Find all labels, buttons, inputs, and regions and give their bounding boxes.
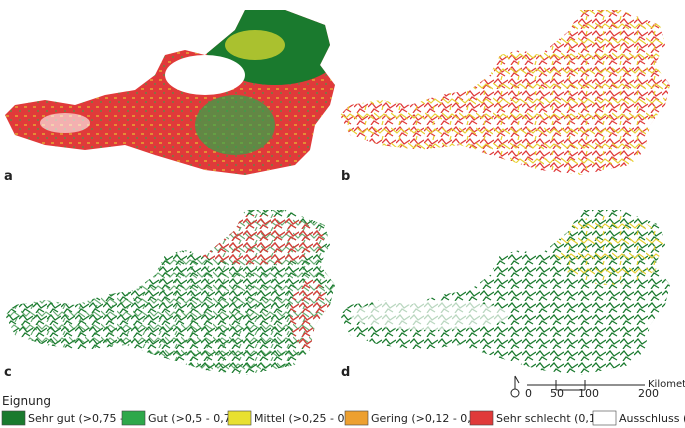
scale-bar (510, 375, 645, 398)
scale-tick: 0 (525, 387, 532, 400)
legend-label: Gering (>0,12 - 0,25) (371, 412, 489, 425)
panel-label: b (341, 169, 350, 184)
legend-swatch (121, 410, 146, 426)
scale-tick: 100 (578, 387, 599, 400)
legend-label: Sehr schlecht (0,12) (496, 412, 607, 425)
legend-swatch (592, 410, 617, 426)
scale-tick: 200 (638, 387, 659, 400)
legend-label: Gut (>0,5 - 0,75) (148, 412, 242, 425)
legend-label: Mittel (>0,25 - 0,5) (254, 412, 359, 425)
scale-tick: 50 (550, 387, 564, 400)
legend-swatch (344, 410, 369, 426)
panel-d-map (340, 210, 670, 375)
legend-swatch (1, 410, 26, 426)
panel-b-map (340, 10, 670, 175)
legend-label: Sehr gut (>0,75 - 1) (28, 412, 139, 425)
scale-unit: Kilometer (648, 379, 685, 390)
legend-swatch (469, 410, 494, 426)
legend-swatch (227, 410, 252, 426)
panel-c-map (5, 210, 335, 375)
panel-a-map (5, 10, 335, 175)
panel-label: d (341, 365, 350, 380)
legend-label: Ausschluss (0) (619, 412, 685, 425)
legend-title: Eignung (2, 394, 51, 408)
panel-label: c (4, 365, 12, 380)
legend: Sehr gut (>0,75 - 1) Gut (>0,5 - 0,75) Mit… (1, 410, 685, 426)
panel-label: a (4, 169, 13, 184)
